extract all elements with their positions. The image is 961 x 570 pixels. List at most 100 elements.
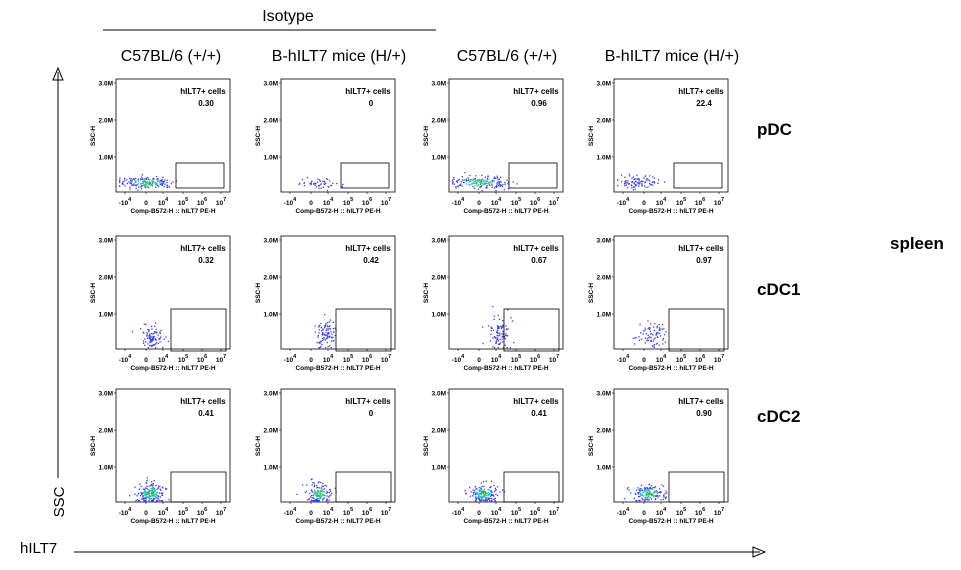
- event-dot: [318, 494, 320, 497]
- event-dot: [320, 322, 322, 325]
- event-dot: [329, 495, 331, 497]
- event-dot: [322, 490, 325, 492]
- event-dot: [493, 315, 496, 317]
- x-tick-label: 105: [343, 507, 353, 517]
- event-dot: [482, 491, 484, 493]
- event-dot: [643, 177, 645, 179]
- event-dot: [650, 340, 652, 342]
- event-dot: [506, 347, 508, 349]
- event-dot: [657, 332, 659, 334]
- y-tick-label: 1.0M: [597, 465, 611, 472]
- event-dot: [146, 487, 148, 490]
- event-dot: [486, 180, 488, 183]
- event-dot: [160, 500, 162, 502]
- event-dot: [650, 336, 652, 339]
- event-dot: [331, 492, 333, 494]
- event-dot: [627, 182, 629, 184]
- event-dot: [646, 177, 648, 180]
- event-dot: [124, 177, 126, 180]
- event-dot: [645, 186, 647, 189]
- event-dot: [322, 491, 324, 493]
- event-dot: [655, 343, 657, 345]
- event-dot: [119, 181, 121, 184]
- event-dot: [654, 492, 656, 494]
- event-dot: [326, 492, 329, 494]
- event-dot: [154, 183, 157, 186]
- event-dot: [163, 181, 165, 183]
- event-dot: [148, 337, 150, 339]
- event-dot: [652, 181, 654, 183]
- x-tick-label: 105: [676, 354, 686, 364]
- event-dot: [482, 489, 484, 492]
- event-dot: [323, 336, 325, 339]
- panel-r1-c4: 3.0M 2.0M 1.0M SSC-H -104 0 104 105 106 107Comp-B…: [588, 78, 729, 215]
- event-dot: [479, 179, 481, 181]
- gate-value: 0.41: [531, 409, 547, 418]
- event-dot: [483, 495, 486, 498]
- event-dot: [475, 498, 477, 500]
- event-dot: [145, 495, 147, 497]
- event-dot: [155, 495, 157, 497]
- event-dot: [151, 180, 153, 183]
- event-dot: [310, 184, 312, 186]
- event-dot: [508, 188, 510, 190]
- event-dot: [142, 180, 144, 183]
- event-dot: [325, 177, 328, 180]
- event-dot: [140, 188, 143, 190]
- event-dot: [328, 345, 331, 347]
- event-dot: [148, 336, 150, 338]
- event-dot: [625, 181, 627, 183]
- x-tick-label: 104: [491, 197, 502, 207]
- event-dot: [153, 479, 155, 482]
- event-dot: [321, 485, 323, 487]
- event-dot: [167, 186, 169, 188]
- panel-x-axis-label: Comp-B572-H :: hILT7 PE-H: [295, 518, 380, 525]
- event-dot: [329, 489, 331, 491]
- panel-r1-c1: 3.0M 2.0M 1.0M SSC-H -104 0 104 105 106 107Comp-B…: [90, 78, 231, 215]
- event-dot: [656, 336, 658, 338]
- event-dot: [474, 492, 477, 494]
- event-dot: [154, 489, 156, 491]
- event-dot: [322, 494, 325, 497]
- event-dot: [126, 182, 128, 185]
- x-tick-label: 107: [549, 507, 559, 517]
- event-dot: [638, 179, 640, 181]
- event-dot: [482, 183, 484, 185]
- event-dot: [159, 341, 161, 343]
- gate-value: 0.97: [696, 256, 712, 265]
- event-dot: [314, 494, 316, 496]
- panel-y-axis-label: SSC-H: [255, 436, 262, 457]
- event-dot: [504, 338, 506, 340]
- event-dot: [653, 181, 656, 183]
- x-tick-label: -104: [119, 354, 132, 364]
- event-dot: [156, 491, 158, 493]
- event-dot: [468, 183, 470, 185]
- event-dot: [323, 333, 326, 335]
- event-dot: [325, 329, 327, 331]
- event-dot: [311, 484, 313, 486]
- event-dot: [144, 344, 146, 346]
- event-dot: [156, 183, 158, 185]
- event-dot: [656, 325, 658, 327]
- event-dot: [322, 482, 324, 485]
- event-dot: [317, 181, 319, 183]
- panel-frame: [613, 78, 729, 193]
- event-dot: [147, 181, 149, 183]
- event-dot: [329, 490, 331, 493]
- x-tick-label: 0: [642, 357, 646, 364]
- event-dot: [493, 180, 495, 182]
- event-dot: [452, 179, 454, 181]
- event-dot: [148, 500, 150, 502]
- event-dot: [647, 327, 649, 330]
- event-dot: [479, 491, 481, 493]
- event-dot: [480, 489, 482, 491]
- event-dot: [150, 498, 153, 500]
- event-dot: [484, 176, 487, 178]
- event-dot: [481, 180, 483, 182]
- panel-x-axis-label: Comp-B572-H :: hILT7 PE-H: [463, 518, 548, 525]
- event-dot: [314, 492, 316, 494]
- event-dot: [149, 335, 151, 337]
- event-dot: [477, 185, 479, 187]
- x-tick-label: 104: [656, 507, 667, 517]
- gate-label: hILT7+ cells: [678, 87, 724, 96]
